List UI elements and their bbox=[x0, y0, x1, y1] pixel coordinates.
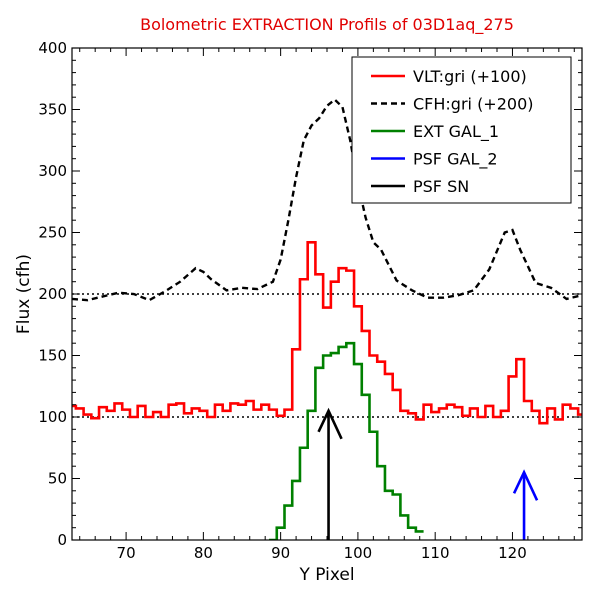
x-tick-label-120: 120 bbox=[498, 544, 527, 562]
y-tick-label-150: 150 bbox=[38, 347, 67, 365]
y-axis-label: Flux (cfh) bbox=[14, 254, 34, 334]
plot-area bbox=[72, 98, 582, 540]
x-tick-label-80: 80 bbox=[194, 544, 213, 562]
legend-label-cfh-gri-200: CFH:gri (+200) bbox=[413, 95, 534, 114]
y-tick-label-0: 0 bbox=[57, 531, 67, 549]
x-axis-label: Y Pixel bbox=[298, 565, 354, 585]
series-vlt-gri-100 bbox=[72, 241, 582, 425]
legend-label-psf-sn: PSF SN bbox=[413, 177, 469, 196]
axes: 70 80 90 100 110 120 0 50 100 150 200 250 300 350 400 bbox=[38, 39, 583, 562]
series-cfh-gri-200 bbox=[72, 98, 582, 302]
legend-label-vlt-gri-100: VLT:gri (+100) bbox=[413, 67, 527, 86]
series-ext-gal-1 bbox=[269, 341, 424, 540]
x-tick-label-100: 100 bbox=[344, 544, 373, 562]
y-tick-label-400: 400 bbox=[38, 39, 67, 57]
series-psf-sn-head bbox=[317, 407, 343, 440]
x-tick-label-70: 70 bbox=[117, 544, 136, 562]
legend-label-ext-gal-1: EXT GAL_1 bbox=[413, 122, 499, 142]
series-psf-gal-2-head bbox=[512, 469, 539, 501]
legend-label-psf-gal-2: PSF GAL_2 bbox=[413, 150, 498, 170]
y-tick-label-350: 350 bbox=[38, 101, 67, 119]
plot-clip-group bbox=[72, 98, 582, 540]
y-tick-label-250: 250 bbox=[38, 224, 67, 242]
legend: VLT:gri (+100) CFH:gri (+200) EXT GAL_1 PSF… bbox=[351, 56, 572, 204]
x-tick-label-110: 110 bbox=[421, 544, 450, 562]
y-tick-label-300: 300 bbox=[38, 162, 67, 180]
y-tick-label-200: 200 bbox=[38, 285, 67, 303]
x-tick-label-90: 90 bbox=[271, 544, 290, 562]
series-psf-sn bbox=[317, 407, 343, 540]
y-tick-label-50: 50 bbox=[48, 470, 67, 488]
series-psf-gal-2 bbox=[512, 469, 539, 540]
chart-title: Bolometric EXTRACTION Profils of 03D1aq_… bbox=[140, 15, 514, 35]
y-tick-label-100: 100 bbox=[38, 408, 67, 426]
